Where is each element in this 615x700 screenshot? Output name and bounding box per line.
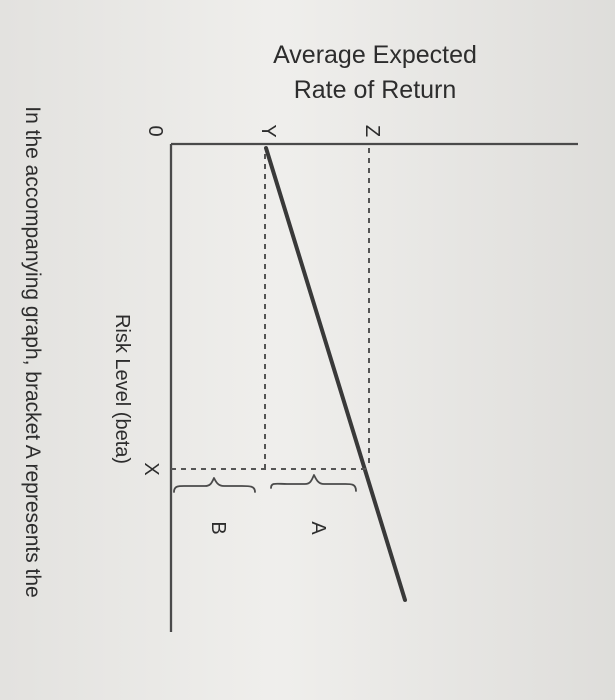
question-text: In the accompanying graph, bracket A rep… (21, 106, 44, 597)
graph-title-line-1: Average Expected (273, 41, 477, 69)
x-marker-label: X (140, 462, 162, 475)
origin-label: 0 (144, 125, 166, 136)
bracket-b-label: B (207, 521, 229, 534)
bracket-a-shape (270, 474, 357, 492)
bracket-a-label: A (307, 521, 329, 535)
bracket-b-shape (173, 477, 256, 493)
z-marker-label: Z (361, 125, 383, 137)
security-market-line (264, 146, 407, 602)
risk-level-axis-label: Risk Level (beta) (111, 314, 133, 464)
graph-title-line-2: Rate of Return (294, 76, 457, 104)
y-marker-label: Y (257, 124, 279, 137)
